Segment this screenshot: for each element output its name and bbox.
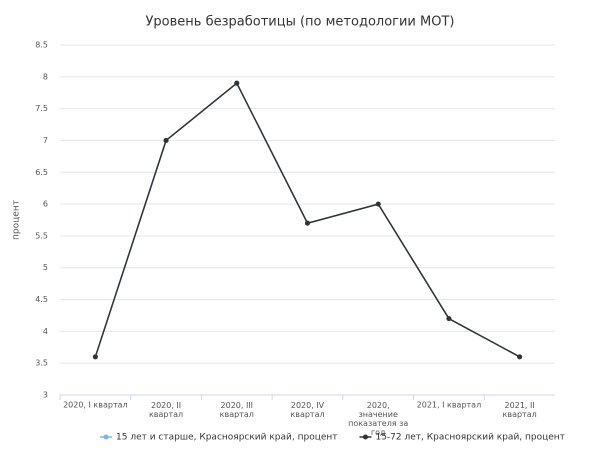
x-tick-label: 2020, IV квартал: [290, 401, 324, 419]
x-tick-label-line: квартал: [149, 410, 183, 419]
x-tick-label: 2020, значение показателя за год: [348, 401, 408, 437]
point: [446, 316, 452, 322]
legend-label: 15-72 лет, Красноярский край, процент: [375, 433, 564, 443]
y-tick-label: 8.5: [35, 41, 48, 50]
x-tick-label-line: квартал: [503, 410, 537, 419]
x-tick-label: 2020, II квартал: [149, 401, 183, 419]
series-line: [94, 82, 520, 358]
point: [163, 137, 169, 143]
y-tick-label: 6.5: [35, 168, 48, 177]
x-tick-label-line: 2020, IV: [291, 401, 325, 410]
y-tick-label: 3.5: [35, 359, 48, 368]
x-tick-label: 2020, III квартал: [220, 401, 254, 419]
x-tick-label-line: значение: [359, 410, 398, 419]
point: [92, 354, 98, 360]
x-tick-label-line: 2021, II: [505, 401, 535, 410]
y-tick-label: 3: [43, 391, 48, 400]
point: [517, 354, 523, 360]
x-tick-label-line: 2020,: [367, 401, 390, 410]
point: [305, 220, 310, 226]
y-tick-label: 4: [43, 327, 48, 336]
y-axis-label: процент: [12, 200, 22, 240]
x-tick-label-line: квартал: [290, 410, 324, 419]
x-tick-label-line: 2020, III: [221, 401, 254, 410]
legend-label: 15 лет и старше, Красноярский край, проц…: [116, 433, 337, 443]
y-tick-label: 7: [43, 136, 48, 145]
point: [375, 201, 381, 207]
y-tick-label: 6: [43, 200, 48, 209]
y-tick-label: 4.5: [35, 295, 48, 304]
point: [234, 80, 240, 86]
x-tick-label: 2021, I квартал: [417, 401, 482, 410]
x-tick-label-line: год: [371, 428, 386, 437]
y-tick-label: 7.5: [35, 104, 48, 113]
y-tick-label: 5: [43, 263, 48, 272]
x-tick-label-line: квартал: [220, 410, 254, 419]
x-tick-label: 2021, II квартал: [503, 401, 537, 419]
legend-marker: [362, 434, 368, 440]
legend-marker: [103, 434, 109, 440]
y-tick-label: 8: [43, 72, 48, 81]
x-tick-label: 2020, I квартал: [63, 401, 128, 410]
x-tick-label-line: показателя за: [348, 419, 408, 428]
y-tick-label: 5.5: [35, 231, 48, 240]
chart-title: Уровень безработицы (по методологии МОТ): [146, 15, 455, 30]
x-tick-label-line: 2020, II: [151, 401, 181, 410]
series-line: [94, 82, 520, 358]
